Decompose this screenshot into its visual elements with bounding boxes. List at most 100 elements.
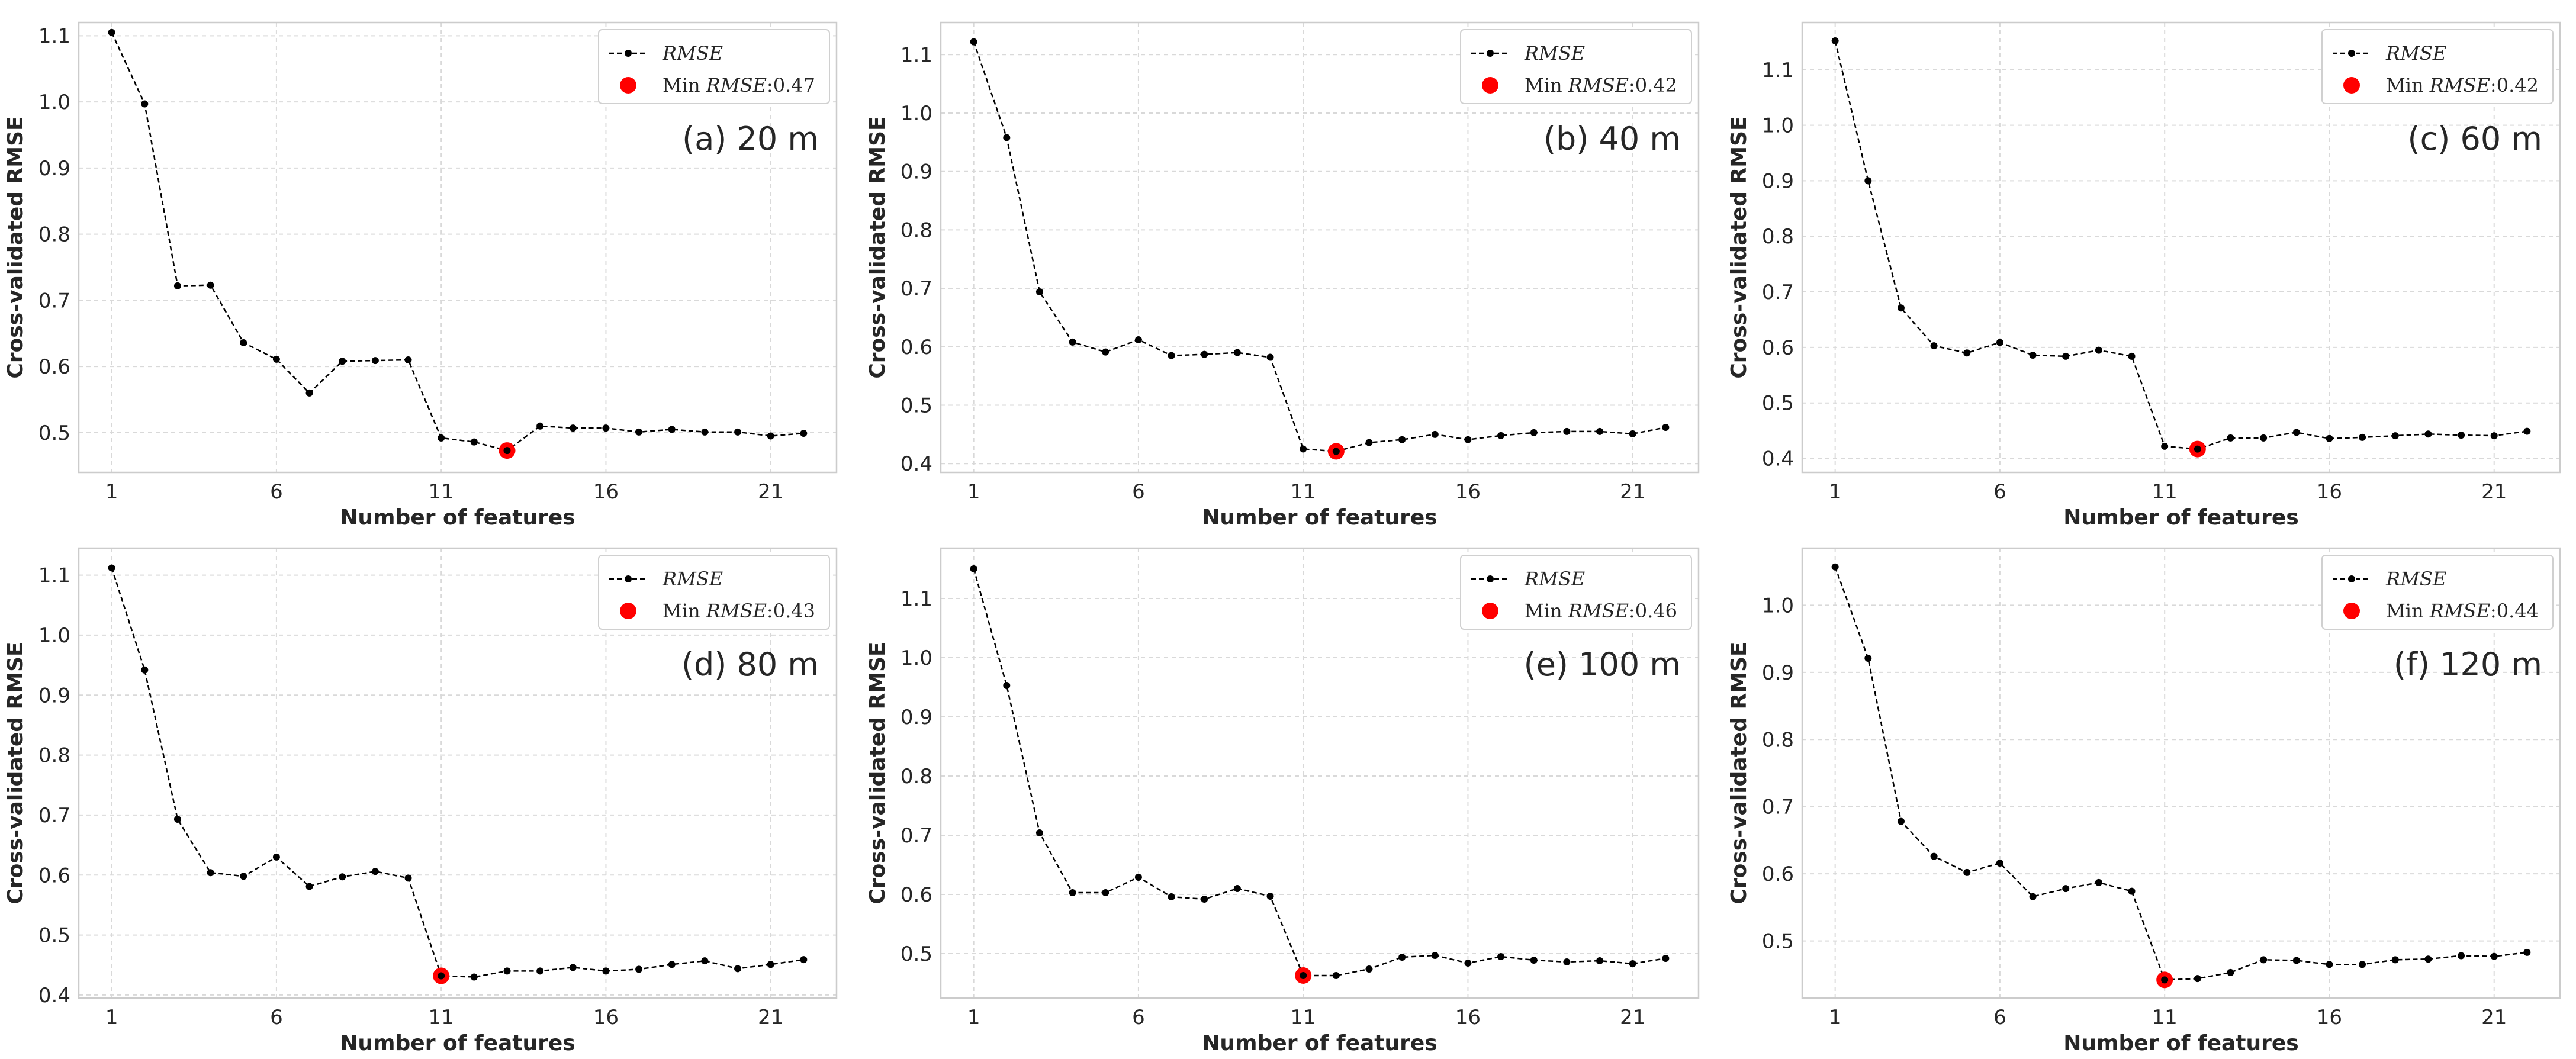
legend-min-name: RMSE xyxy=(2429,74,2490,96)
rmse-data-point xyxy=(2458,432,2465,439)
legend-point-swatch xyxy=(1487,50,1494,57)
legend-min-prefix: Min xyxy=(2386,600,2430,622)
rmse-data-point xyxy=(1003,682,1011,689)
panel-label: (f) 120 m xyxy=(2394,646,2542,683)
rmse-data-point xyxy=(272,853,280,861)
legend-box xyxy=(598,555,830,630)
y-tick-label: 0.9 xyxy=(38,684,70,707)
x-tick-label: 21 xyxy=(758,1006,783,1029)
y-tick-label: 0.8 xyxy=(1762,225,1794,249)
legend-point-swatch xyxy=(2348,575,2355,582)
panel-label: (e) 100 m xyxy=(1524,646,1681,683)
rmse-data-point xyxy=(1365,439,1373,446)
y-tick-label: 0.9 xyxy=(901,160,932,184)
x-axis-label: Number of features xyxy=(2063,506,2298,530)
legend-min-value: :0.44 xyxy=(2490,600,2539,622)
rmse-data-point xyxy=(1831,563,1839,571)
legend-min-name: RMSE xyxy=(706,600,767,622)
rmse-data-point xyxy=(1497,432,1505,439)
y-tick-label: 0.6 xyxy=(38,864,70,887)
rmse-data-point xyxy=(701,957,709,965)
x-tick-label: 6 xyxy=(1993,1006,2006,1029)
legend-min-label: Min RMSE:0.42 xyxy=(1525,74,1677,96)
legend-series-label: RMSE xyxy=(662,568,723,590)
rmse-data-point xyxy=(1168,352,1175,359)
y-tick-label: 1.0 xyxy=(1762,114,1794,138)
rmse-data-point xyxy=(2260,956,2268,964)
rmse-data-point xyxy=(339,358,346,365)
y-tick-label: 0.5 xyxy=(38,421,70,445)
y-tick-label: 0.6 xyxy=(1762,862,1794,886)
rmse-data-point xyxy=(602,967,610,975)
legend-box xyxy=(1460,555,1692,630)
x-tick-label: 6 xyxy=(270,480,283,504)
rmse-data-point xyxy=(2095,346,2102,354)
x-tick-label: 1 xyxy=(967,480,980,504)
y-tick-label: 1.1 xyxy=(901,587,932,611)
rmse-data-point xyxy=(800,430,808,437)
rmse-data-point xyxy=(2062,352,2070,360)
y-tick-label: 1.0 xyxy=(38,91,70,114)
legend-box xyxy=(1460,29,1692,104)
y-tick-label: 0.9 xyxy=(901,706,932,729)
rmse-data-point xyxy=(1497,953,1505,960)
x-tick-label: 6 xyxy=(1132,480,1145,504)
rmse-data-point xyxy=(536,422,544,430)
x-tick-label: 11 xyxy=(1291,480,1316,504)
rmse-data-point xyxy=(173,282,181,289)
plot-frame xyxy=(78,21,838,474)
rmse-data-point xyxy=(1930,852,1938,860)
rmse-data-point xyxy=(2326,434,2333,442)
legend-series-label: RMSE xyxy=(662,42,723,65)
rmse-data-point xyxy=(2391,432,2399,440)
rmse-data-point xyxy=(404,874,412,882)
rmse-data-point xyxy=(1035,829,1043,836)
y-tick-label: 0.4 xyxy=(38,984,70,1008)
rmse-data-point xyxy=(1996,860,2003,867)
rmse-data-point xyxy=(2424,430,2432,438)
rmse-data-point xyxy=(1864,177,1872,185)
rmse-data-point xyxy=(371,357,379,365)
legend-min-label: Min RMSE:0.44 xyxy=(2386,600,2539,622)
rmse-data-point xyxy=(1398,954,1406,961)
legend-min-prefix: Min xyxy=(663,600,706,622)
min-rmse-point xyxy=(2194,445,2201,453)
x-tick-label: 21 xyxy=(1620,480,1645,504)
plot-frame xyxy=(78,547,838,999)
rmse-data-point xyxy=(2128,887,2136,895)
legend-min-swatch xyxy=(620,77,636,94)
rmse-data-point xyxy=(970,565,977,572)
rmse-data-point xyxy=(2359,433,2366,441)
y-tick-label: 0.7 xyxy=(1762,796,1794,819)
x-tick-label: 1 xyxy=(105,1006,118,1029)
rmse-data-point xyxy=(1201,896,1208,903)
y-tick-label: 0.8 xyxy=(901,765,932,788)
legend-min-swatch xyxy=(620,603,636,619)
rmse-data-point xyxy=(1596,957,1604,964)
y-tick-label: 0.5 xyxy=(901,394,932,417)
rmse-data-point xyxy=(635,965,643,973)
plot-frame xyxy=(940,21,1700,474)
legend-min-label: Min RMSE:0.47 xyxy=(663,74,815,96)
y-tick-label: 0.8 xyxy=(901,218,932,242)
rmse-series-line xyxy=(111,568,804,978)
rmse-data-point xyxy=(1530,429,1538,436)
rmse-data-point xyxy=(2523,948,2531,956)
rmse-data-point xyxy=(1831,37,1839,44)
legend-min-name: RMSE xyxy=(1568,600,1629,622)
min-rmse-point xyxy=(1300,972,1307,979)
rmse-data-point xyxy=(1629,430,1636,437)
legend-series-label: RMSE xyxy=(1524,568,1585,590)
rmse-data-point xyxy=(2292,429,2300,436)
legend-series-label: RMSE xyxy=(1524,42,1585,65)
rmse-data-point xyxy=(339,873,346,881)
rmse-data-point xyxy=(1168,893,1175,900)
rmse-data-point xyxy=(173,816,181,823)
y-tick-label: 0.6 xyxy=(38,355,70,379)
x-tick-label: 16 xyxy=(593,1006,619,1029)
y-tick-label: 0.7 xyxy=(901,277,932,301)
